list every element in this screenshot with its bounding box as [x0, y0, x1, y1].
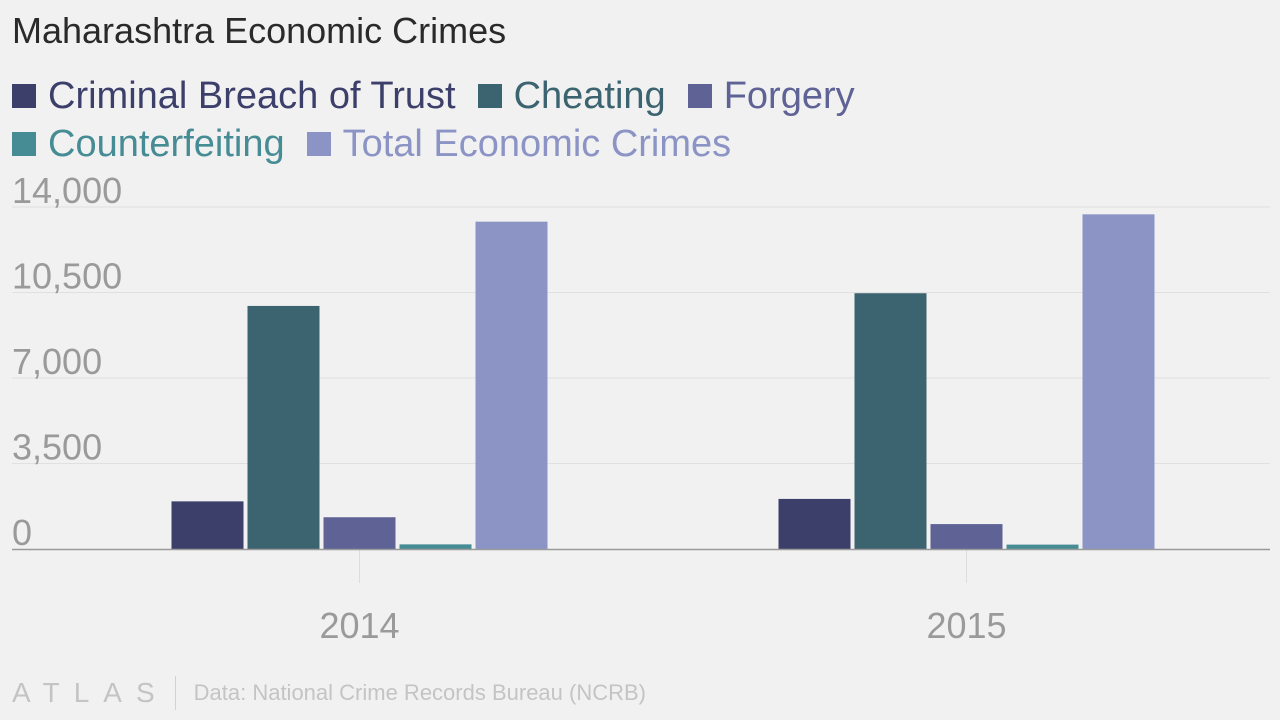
legend-label: Counterfeiting — [48, 122, 285, 165]
y-tick-label: 3,500 — [12, 427, 102, 468]
y-tick-label: 14,000 — [12, 170, 122, 211]
bar — [1082, 214, 1155, 550]
legend-swatch — [12, 84, 36, 108]
bar — [323, 517, 396, 549]
legend-item-criminal-breach-of-trust: Criminal Breach of Trust — [12, 75, 456, 118]
legend-swatch — [306, 132, 331, 156]
x-tick-label: 2015 — [926, 605, 1006, 646]
legend-row-2: Counterfeiting Total Economic Crimes — [12, 120, 1012, 168]
legend-item-total-economic-crimes: Total Economic Crimes — [306, 122, 732, 166]
y-tick-label: 7,000 — [12, 341, 102, 382]
chart-title: Maharashtra Economic Crimes — [12, 10, 507, 51]
bar — [171, 501, 244, 549]
source-note: Data: National Crime Records Bureau (NCR… — [193, 680, 646, 705]
bar — [1006, 544, 1079, 549]
footer: ATLAS Data: National Crime Records Burea… — [12, 676, 646, 710]
legend-swatch — [477, 84, 502, 108]
footer-divider — [174, 676, 176, 710]
legend-label: Cheating — [513, 74, 666, 117]
legend-item-cheating: Cheating — [477, 74, 666, 118]
legend-label: Criminal Breach of Trust — [48, 74, 456, 117]
legend-item-counterfeiting: Counterfeiting — [12, 123, 285, 166]
legend: Criminal Breach of Trust Cheating Forger… — [12, 72, 1012, 168]
bar — [247, 305, 320, 549]
legend-label: Total Economic Crimes — [342, 122, 732, 165]
legend-item-forgery: Forgery — [687, 74, 855, 118]
x-tick-label: 2014 — [319, 605, 399, 646]
bar — [399, 544, 472, 549]
bar — [930, 524, 1003, 549]
y-tick-label: 10,500 — [12, 256, 122, 297]
bar — [475, 221, 548, 549]
legend-swatch — [12, 132, 36, 156]
bar — [854, 293, 927, 549]
legend-label: Forgery — [723, 74, 855, 117]
y-tick-label: 0 — [12, 512, 32, 553]
legend-row-1: Criminal Breach of Trust Cheating Forger… — [12, 72, 1012, 120]
atlas-logo: ATLAS — [12, 677, 169, 708]
legend-swatch — [687, 84, 712, 108]
bar — [778, 498, 851, 549]
